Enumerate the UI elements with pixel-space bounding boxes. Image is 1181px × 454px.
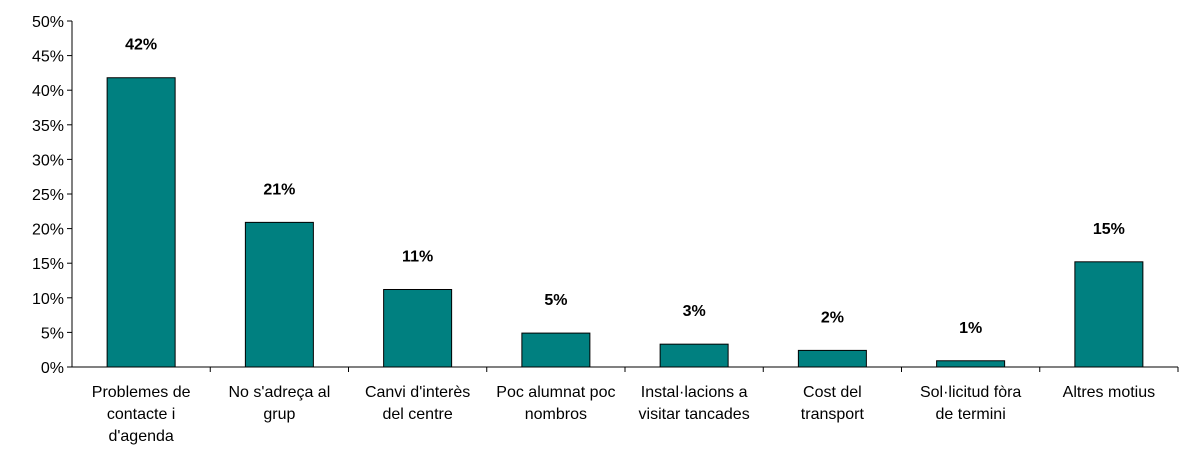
x-tick-label: Poc alumnat poc nombros [496,384,615,423]
x-tick-label: Altres motius [1063,384,1155,401]
bar [936,360,1006,368]
bar [1074,261,1144,368]
y-tick-label: 45% [32,49,64,66]
value-label: 2% [821,309,844,326]
bar [659,343,729,368]
y-tick-label: 10% [32,291,64,308]
x-tick-label: Problemes de contacte i d'agenda [92,384,191,445]
bar [521,332,591,368]
value-label: 42% [125,37,157,54]
bar [244,221,314,368]
value-label: 1% [959,320,982,337]
value-label: 3% [683,303,706,320]
value-label: 21% [263,181,295,198]
y-tick-label: 0% [41,360,64,377]
y-tick-label: 35% [32,118,64,135]
x-tick-label: Cost del transport [801,384,865,423]
y-tick-label: 5% [41,325,64,342]
y-tick-label: 40% [32,83,64,100]
bar [383,288,453,368]
y-tick-label: 20% [32,222,64,239]
bar [106,77,176,368]
value-label: 15% [1093,221,1125,238]
y-tick-label: 15% [32,256,64,273]
x-tick-label: Instal·lacions a visitar tancades [639,384,750,423]
x-tick-label: No s'adreça al grup [228,384,330,423]
y-tick-label: 30% [32,152,64,169]
y-tick-label: 50% [32,14,64,31]
value-label: 11% [402,248,433,265]
x-tick-label: Sol·licitud fòra de termini [920,384,1021,423]
bar [797,349,867,368]
x-tick-label: Canvi d'interès del centre [365,384,470,423]
value-label: 5% [544,292,567,309]
y-tick-label: 25% [32,187,64,204]
